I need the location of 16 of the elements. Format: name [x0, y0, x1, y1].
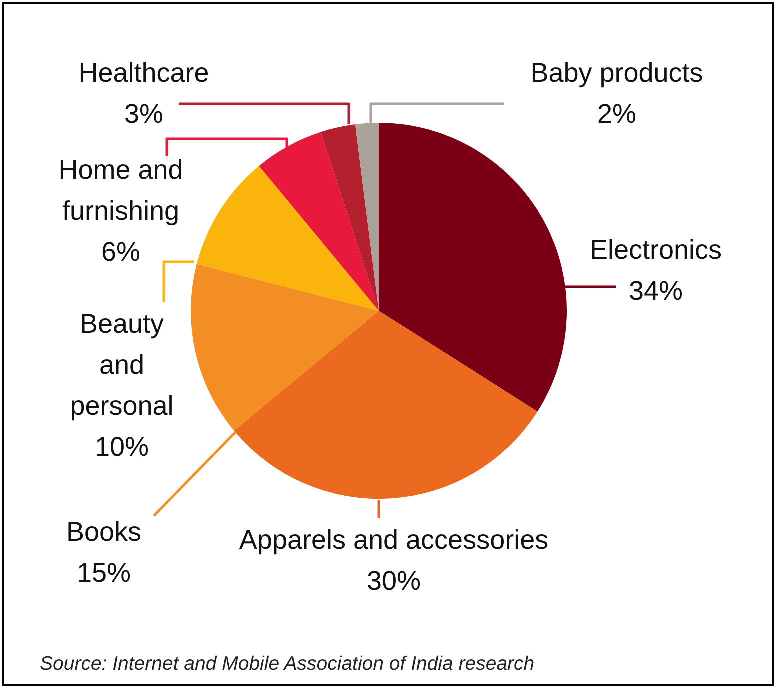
slice-label: Beauty and personal: [70, 309, 174, 421]
data-label: 15%: [76, 558, 132, 588]
slice-label: Healthcare: [78, 58, 210, 88]
slice-label: Baby products: [530, 58, 704, 88]
data-label: 6%: [101, 237, 141, 267]
slice-label: Apparels and accessories: [239, 525, 549, 555]
slice-label: Home and furnishing: [58, 155, 184, 226]
slice-label: Books: [66, 517, 142, 547]
data-label: 10%: [94, 432, 150, 462]
data-label: 34%: [628, 276, 684, 306]
data-label: 3%: [124, 99, 164, 129]
data-label: 30%: [366, 566, 422, 596]
source-note: Source: Internet and Mobile Association of India research: [40, 653, 535, 675]
data-label: 2%: [597, 99, 637, 129]
pie-slice: [196, 166, 379, 311]
slice-label: Electronics: [590, 235, 722, 265]
